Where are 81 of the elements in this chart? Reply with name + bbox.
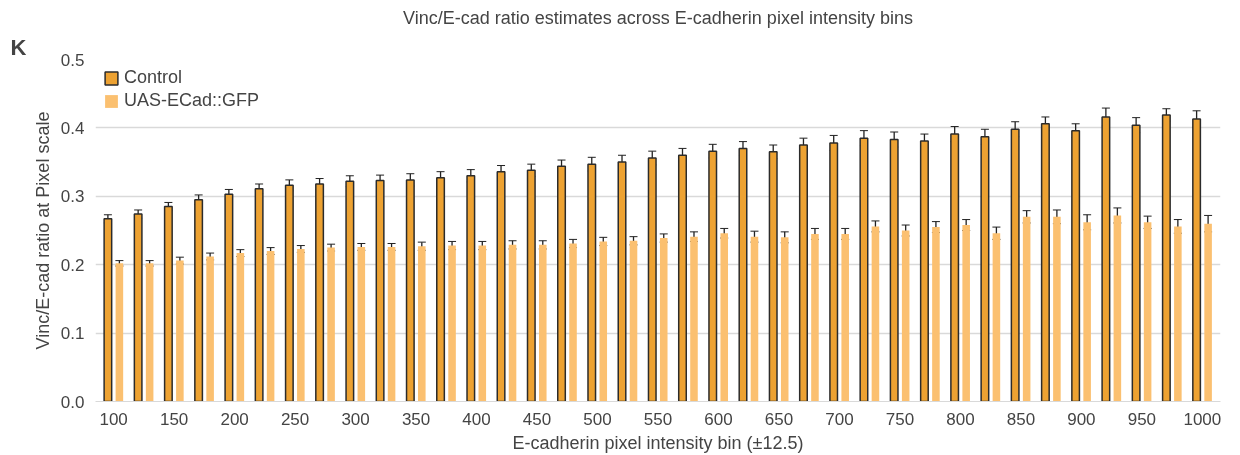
bar: [1204, 223, 1212, 402]
bar: [526, 169, 536, 402]
bar: [224, 193, 234, 402]
bar: [599, 241, 608, 402]
bar: [206, 256, 214, 402]
y-tick-label: 0.4: [60, 118, 85, 138]
bar: [690, 236, 698, 402]
bar: [284, 184, 294, 402]
bar: [720, 233, 729, 402]
y-axis-title: Vinc/E-cad ratio at Pixel scale: [32, 111, 53, 350]
x-tick-label: 950: [1127, 409, 1157, 429]
bar: [254, 188, 264, 402]
bar: [1113, 215, 1122, 402]
bar: [345, 180, 355, 402]
x-tick-label: 800: [946, 409, 975, 429]
bar: [478, 245, 487, 402]
bar: [508, 244, 517, 402]
y-tick-label: 0.5: [60, 50, 85, 70]
bar: [629, 240, 638, 402]
bar: [357, 246, 366, 402]
x-tick-label: 350: [401, 409, 431, 429]
bar: [569, 243, 577, 402]
legend-label: UAS-ECad::GFP: [124, 90, 260, 111]
bar: [659, 238, 668, 402]
x-tick-label: 450: [522, 409, 552, 429]
bar: [496, 170, 506, 402]
chart-title: Vinc/E-cad ratio estimates across E-cadherin pixel intensity bins: [403, 7, 913, 28]
bar: [539, 244, 547, 402]
bar: [236, 253, 245, 402]
x-tick-label: 700: [825, 409, 854, 429]
bar: [176, 260, 184, 402]
bar: [448, 245, 456, 402]
x-tick-label: 1000: [1183, 409, 1222, 429]
bar: [871, 226, 880, 402]
bar: [932, 227, 940, 402]
x-tick-label: 100: [99, 409, 128, 429]
bar: [327, 247, 335, 402]
y-tick-label: 0.0: [60, 392, 85, 412]
x-tick-label: 500: [583, 409, 612, 429]
bar: [1022, 216, 1031, 402]
x-tick-label: 650: [764, 409, 794, 429]
x-tick-label: 900: [1067, 409, 1096, 429]
y-tick-label: 0.2: [60, 255, 85, 275]
x-tick-label: 550: [643, 409, 673, 429]
bar: [133, 213, 143, 402]
x-tick-label: 400: [462, 409, 491, 429]
bar: [266, 251, 275, 402]
bar: [962, 225, 970, 402]
bar: [841, 233, 849, 402]
bar: [115, 263, 124, 402]
bar: [145, 263, 154, 402]
bar: [375, 179, 385, 402]
bar: [780, 237, 789, 402]
bar: [1143, 222, 1152, 402]
x-axis-title: E-cadherin pixel intensity bin (±12.5): [512, 432, 804, 453]
x-tick-label: 150: [159, 409, 189, 429]
bar: [387, 246, 396, 402]
bar: [901, 230, 910, 402]
x-tick-label: 200: [220, 409, 249, 429]
legend-label: Control: [124, 67, 183, 88]
bar: [1174, 226, 1182, 402]
bar: [315, 183, 325, 402]
x-tick-label: 600: [704, 409, 733, 429]
bar: [992, 233, 1001, 402]
bar: [418, 246, 426, 402]
bar: [194, 198, 204, 402]
x-tick-label: 850: [1006, 409, 1036, 429]
y-tick-label: 0.3: [60, 187, 85, 207]
bar: [557, 165, 567, 402]
bar: [1053, 216, 1061, 402]
bar: [1083, 222, 1091, 402]
bar: [163, 205, 173, 402]
bar: [750, 236, 759, 402]
y-tick-label: 0.1: [60, 324, 85, 344]
bar: [297, 248, 305, 402]
x-tick-label: 250: [280, 409, 310, 429]
x-tick-label: 750: [885, 409, 915, 429]
x-tick-label: 300: [341, 409, 370, 429]
bar: [811, 233, 819, 402]
bar: [103, 218, 113, 402]
text: K: [10, 34, 27, 60]
